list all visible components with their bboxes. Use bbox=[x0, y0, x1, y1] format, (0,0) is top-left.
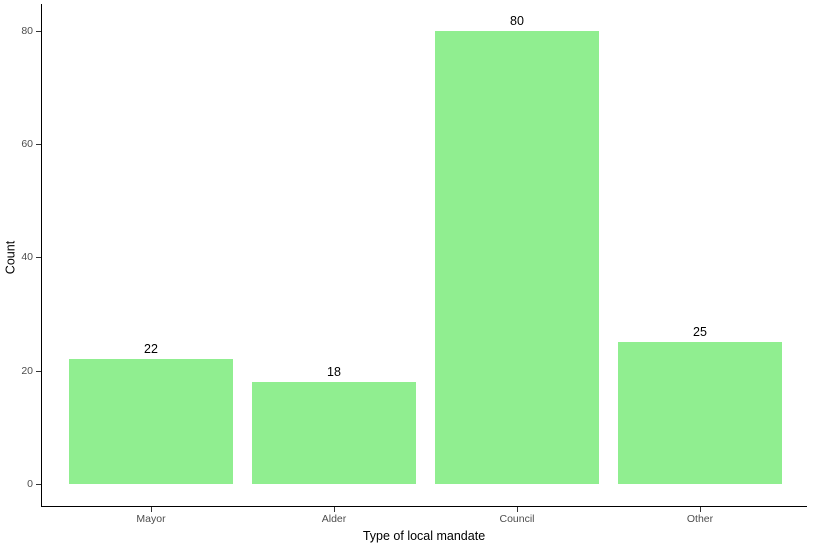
bar-other bbox=[618, 342, 782, 484]
y-axis-tick-mark bbox=[36, 484, 41, 485]
y-axis-tick-mark bbox=[36, 143, 41, 145]
bar-mayor bbox=[69, 359, 233, 484]
x-axis-tick-mark bbox=[700, 507, 701, 512]
x-axis-tick-mark bbox=[151, 507, 152, 512]
x-axis-tick-label: Mayor bbox=[136, 513, 166, 525]
bar-value-label: 25 bbox=[693, 325, 707, 340]
y-axis-tick-label: 0 bbox=[27, 478, 33, 490]
x-axis-tick-mark bbox=[334, 507, 335, 512]
bar-value-label: 22 bbox=[144, 342, 158, 357]
x-axis-tick-label: Alder bbox=[321, 513, 347, 525]
bar-alder bbox=[252, 382, 416, 484]
y-axis-tick-mark bbox=[36, 30, 41, 32]
y-axis-tick-label: 20 bbox=[21, 364, 33, 377]
bar-value-label: 18 bbox=[327, 365, 341, 379]
y-axis-tick-mark bbox=[36, 257, 41, 259]
y-axis-tick-label: 60 bbox=[21, 137, 33, 150]
x-axis-tick-label: Other bbox=[686, 513, 714, 525]
bar-value-label: 80 bbox=[510, 13, 524, 28]
y-axis-line bbox=[41, 4, 42, 507]
y-axis-tick-label: 80 bbox=[21, 24, 33, 37]
y-axis-tick-mark bbox=[36, 370, 41, 372]
x-axis-tick-mark bbox=[517, 507, 518, 512]
x-axis-line bbox=[41, 506, 807, 507]
x-axis-tick-label: Council bbox=[499, 513, 535, 525]
x-axis-title: Type of local mandate bbox=[362, 529, 486, 543]
y-axis-tick-label: 40 bbox=[21, 251, 33, 264]
bar-council bbox=[435, 30, 599, 484]
